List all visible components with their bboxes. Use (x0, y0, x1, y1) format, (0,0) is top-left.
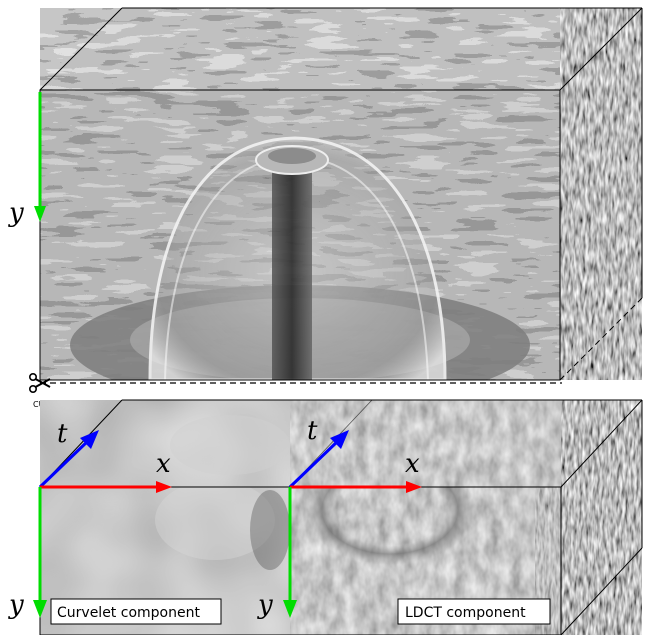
left-x-arrowhead (156, 481, 172, 493)
curvelet-label: Curvelet component (57, 605, 200, 621)
curvelet-label-box: Curvelet component (50, 598, 222, 625)
fountain-pipe (272, 160, 312, 380)
front-frame-image (40, 90, 560, 380)
left-t-axis (38, 438, 91, 489)
ldct-ring-pattern (305, 487, 475, 565)
left-y-arrowhead (33, 600, 47, 618)
right-t-arrowhead (330, 430, 349, 449)
top-face-texture-overlay (40, 8, 642, 90)
left-x-label: x (156, 449, 171, 479)
right-y-arrowhead (283, 600, 297, 618)
bottom-volume: t x y t x y Curvelet component LDCT comp… (8, 399, 643, 636)
right-t-axis (288, 438, 341, 489)
ldct-label: LDCT component (405, 605, 526, 621)
left-t-label: t (57, 419, 68, 449)
top-y-axis-arrowhead (34, 206, 46, 222)
left-t-arrowhead (80, 430, 99, 449)
top-y-label: y (8, 198, 24, 228)
scissors-icon (28, 372, 51, 394)
ldct-top-face (290, 400, 642, 487)
ldct-label-box: LDCT component (397, 598, 551, 625)
cut-label: CUT (33, 400, 49, 409)
right-x-label: x (405, 449, 420, 479)
right-face-texture (560, 8, 642, 380)
top-volume: y CUT (8, 7, 643, 409)
right-y-label: y (257, 590, 273, 620)
right-t-label: t (307, 416, 318, 446)
right-x-arrowhead (406, 481, 422, 493)
bottom-right-face (561, 400, 642, 635)
left-y-label: y (8, 590, 24, 620)
